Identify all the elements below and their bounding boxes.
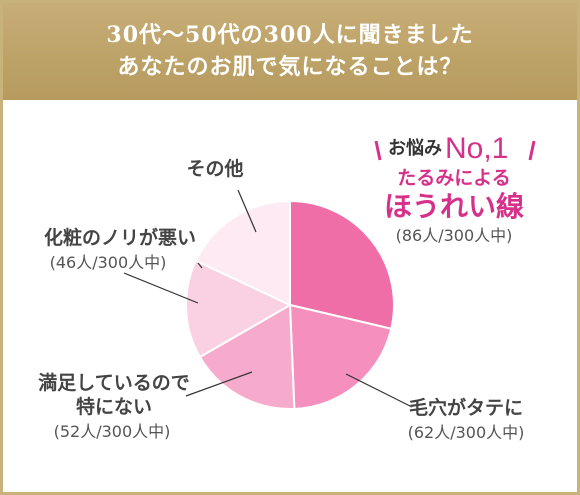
label-makeup: 化粧のノリが悪い: [44, 226, 196, 249]
label-satisfied: 満足しているので: [38, 372, 189, 394]
badge-tick-right: [528, 140, 536, 161]
header-title-line1: 30代〜50代の300人に聞きました: [106, 22, 474, 48]
header-title-line2: あなたのお肌で気になることは？: [117, 54, 463, 80]
leader-lines: [123, 189, 413, 408]
leader-line-satisfied: [185, 371, 253, 397]
leader-line-other: [237, 189, 257, 233]
header-banner: 30代〜50代の300人に聞きました あなたのお肌で気になることは？: [3, 3, 577, 100]
label-pores: 毛穴がタテに: [409, 396, 523, 419]
pie-slice-other: [194, 199, 291, 307]
label-satisfied-count: (52人/300人中): [54, 422, 171, 441]
label-other: その他: [186, 157, 243, 180]
label-makeup-count: (46人/300人中): [50, 253, 167, 272]
label-satisfied-2: 特にない: [76, 396, 152, 418]
badge-count: (86人/300人中): [396, 226, 513, 245]
leader-line-pores: [345, 373, 413, 408]
leader-line-makeup: [197, 262, 203, 269]
badge-main: ほうれい線: [384, 190, 524, 223]
top-badge: お悩み No,1 たるみによる ほうれい線 (86人/300人中): [374, 132, 536, 245]
badge-tick-left: [374, 140, 382, 161]
pie-slice-top-concern: [289, 199, 395, 330]
badge-prefix: お悩み: [388, 137, 442, 159]
pie-slice-makeup: [185, 259, 293, 359]
label-pores-count: (62人/300人中): [408, 423, 525, 442]
leader-line-makeup-2: [123, 272, 199, 304]
badge-subtitle: たるみによる: [397, 167, 510, 189]
pie-slice-pores: [288, 303, 393, 410]
badge-rank: No,1: [445, 132, 508, 165]
pie-slices: [185, 199, 395, 410]
